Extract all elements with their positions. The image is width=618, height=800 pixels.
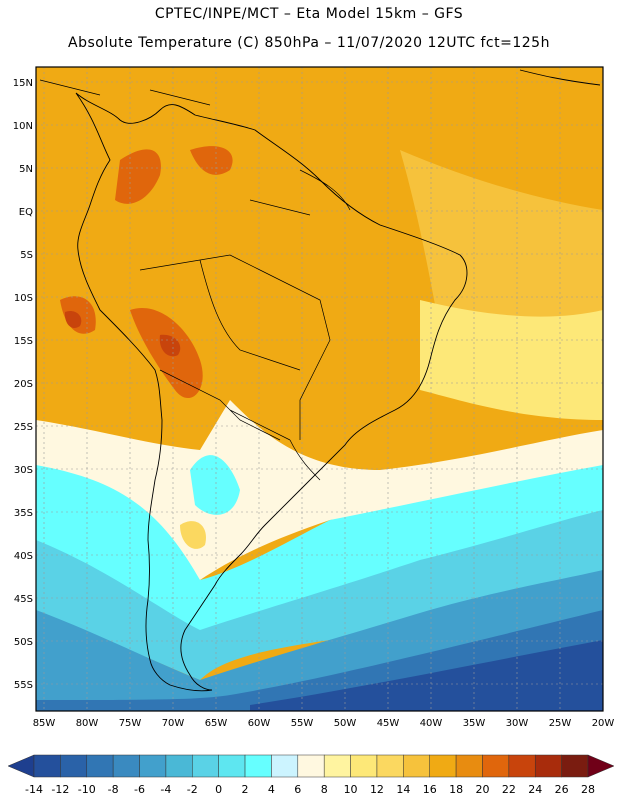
country-borders [139, 169, 351, 481]
field-pale-band [36, 400, 603, 580]
colorbar-swatch [403, 754, 430, 778]
lat-label: 30S [14, 465, 33, 476]
colorbar-swatch [112, 754, 140, 778]
colorbar-right-arrow [587, 754, 615, 778]
colorbar-tick-label: 12 [370, 783, 384, 796]
colorbar-tick-label: 4 [268, 783, 275, 796]
temperature-field [36, 67, 603, 711]
field-cyan2 [36, 510, 603, 680]
colorbar-tick-label: -6 [134, 783, 145, 796]
colorbar-swatch [429, 754, 457, 778]
colorbar-tick-label: 14 [396, 783, 410, 796]
lat-label: 40S [14, 551, 33, 562]
lat-label: 20S [14, 379, 33, 390]
colorbar-swatch [86, 754, 114, 778]
colorbar-swatch [323, 754, 351, 778]
colorbar-swatch [508, 754, 536, 778]
lon-label: 35W [463, 718, 486, 729]
latitude-labels: 15N 10N 5N EQ 5S 10S 15S 20S 25S 30S 35S 40S 45S 50S 5… [13, 78, 33, 691]
colorbar-left-arrow [7, 754, 35, 778]
field-cyan [36, 465, 603, 640]
colorbar-swatch [244, 754, 272, 778]
lat-label: 15N [13, 78, 33, 89]
colorbar-tick-label: 26 [555, 783, 569, 796]
field-hot-andes [60, 146, 233, 399]
colorbar-swatch [60, 754, 88, 778]
colorbar-tick-label: -2 [187, 783, 198, 796]
lon-label: 85W [33, 718, 56, 729]
colorbar-tick-label: 2 [242, 783, 249, 796]
field-deep-blue [250, 640, 603, 711]
colorbar-swatch [482, 754, 510, 778]
chart-title-line1: CPTEC/INPE/MCT – Eta Model 15km – GFS [154, 6, 464, 22]
colorbar-labels: -14 -12 -10 -8 -6 -4 -2 0 2 4 6 8 10 12 14 16 18 20 22 24 26… [25, 783, 595, 796]
colorbar-swatch [534, 754, 562, 778]
lat-label: EQ [19, 207, 33, 218]
lat-label: 15S [14, 336, 33, 347]
colorbar-tick-label: 24 [528, 783, 542, 796]
colorbar-swatch [218, 754, 246, 778]
lat-label: 50S [14, 637, 33, 648]
caribbean-coast [39, 69, 601, 106]
lat-label: 10S [14, 293, 33, 304]
colorbar-swatch [561, 754, 589, 778]
colorbar-tick-label: 20 [475, 783, 489, 796]
lat-label: 5N [19, 164, 33, 175]
field-hottest-spots [64, 310, 181, 357]
colorbar-tick-label: 6 [294, 783, 301, 796]
lon-label: 80W [76, 718, 99, 729]
field-cyan-inland [190, 455, 240, 515]
lon-label: 30W [506, 718, 529, 729]
colorbar-swatch [139, 754, 167, 778]
plot-frame [35, 66, 604, 712]
colorbar-tick-label: 22 [502, 783, 516, 796]
colorbar-swatch [350, 754, 378, 778]
colorbar-swatch [455, 754, 483, 778]
lon-label: 55W [291, 718, 314, 729]
colorbar-swatch [33, 754, 61, 778]
chart-title-line2: Absolute Temperature (C) 850hPa – 11/07/… [68, 35, 550, 51]
colorbar-tick-label: -12 [51, 783, 69, 796]
lon-label: 25W [549, 718, 572, 729]
lat-label: 45S [14, 594, 33, 605]
colorbar-swatch [192, 754, 219, 778]
colorbar-tick-label: -10 [78, 783, 96, 796]
lat-label: 10N [13, 121, 33, 132]
colorbar-tick-label: 16 [423, 783, 437, 796]
lon-label: 45W [377, 718, 400, 729]
field-yellow-east [420, 300, 603, 420]
colorbar-swatch [165, 754, 193, 778]
colorbar-tick-label: 28 [581, 783, 595, 796]
colorbar [7, 754, 615, 778]
lat-label: 55S [14, 680, 33, 691]
longitude-labels: 85W 80W 75W 70W 65W 60W 55W 50W 45W 40W 35W 30W 25W 2… [33, 718, 615, 729]
colorbar-tick-label: 18 [449, 783, 463, 796]
lon-label: 20W [592, 718, 615, 729]
lon-label: 75W [119, 718, 142, 729]
colorbar-tick-label: -4 [160, 783, 171, 796]
lat-label: 5S [20, 250, 33, 261]
colorbar-tick-label: -14 [25, 783, 43, 796]
colorbar-swatch [376, 754, 404, 778]
colorbar-tick-label: 10 [344, 783, 358, 796]
colorbar-swatch [271, 754, 299, 778]
lon-label: 50W [334, 718, 357, 729]
colorbar-swatch [297, 754, 325, 778]
south-america-outline [75, 92, 468, 692]
colorbar-tick-label: 8 [321, 783, 328, 796]
lat-label: 35S [14, 508, 33, 519]
lat-label: 25S [14, 422, 33, 433]
coastlines [39, 69, 601, 692]
lon-label: 40W [420, 718, 443, 729]
lon-label: 70W [162, 718, 185, 729]
field-yellow-blob [180, 521, 206, 549]
colorbar-tick-label: 0 [215, 783, 222, 796]
lon-label: 65W [205, 718, 228, 729]
colorbar-tick-label: -8 [108, 783, 119, 796]
graticule [36, 67, 603, 711]
lon-label: 60W [248, 718, 271, 729]
